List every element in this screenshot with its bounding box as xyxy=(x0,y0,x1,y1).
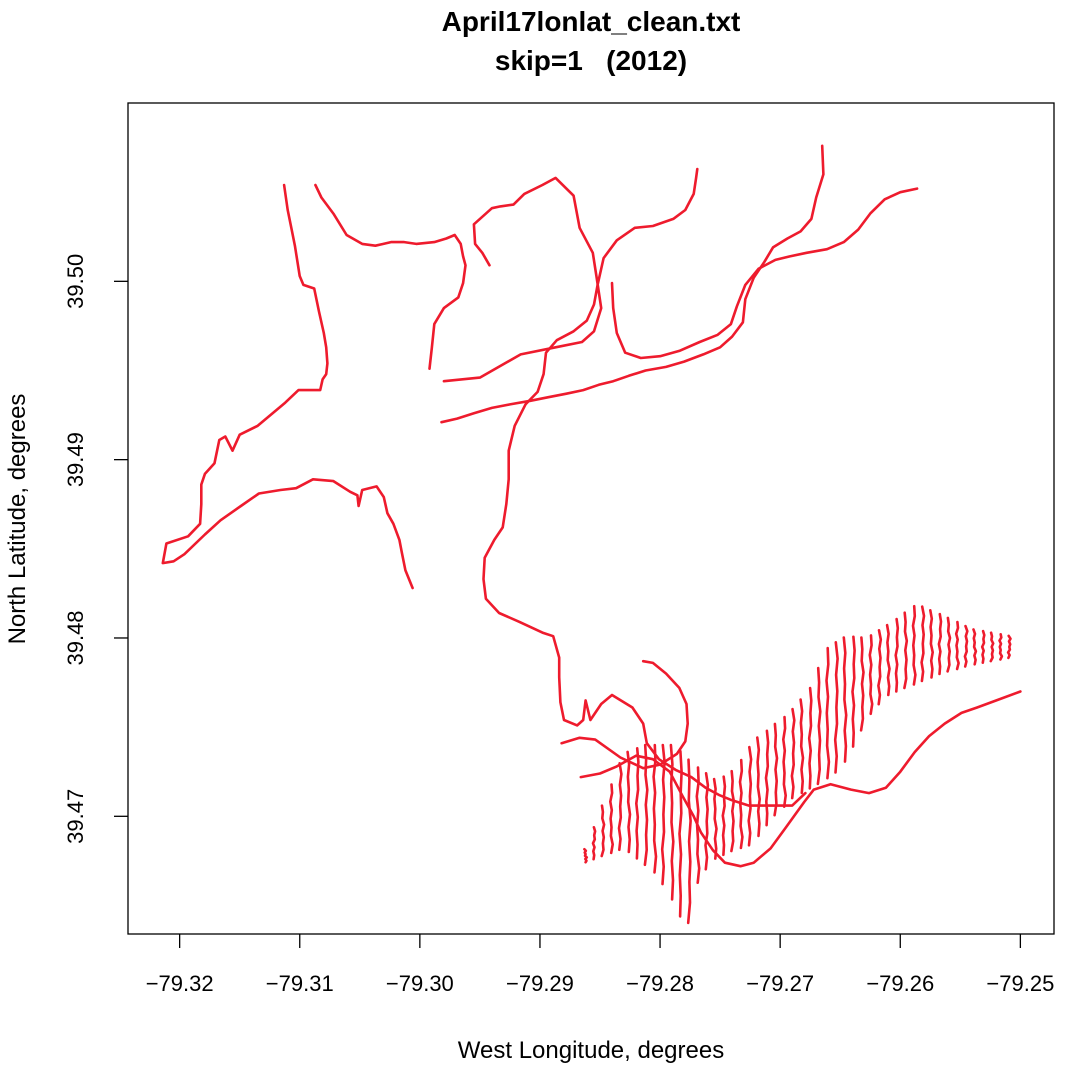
track-line-6 xyxy=(610,187,919,360)
transect-line xyxy=(972,628,978,666)
transect-line xyxy=(859,636,865,732)
transect-line xyxy=(669,743,675,901)
y-tick-label: 39.47 xyxy=(63,789,88,844)
transect-line xyxy=(626,750,632,854)
x-tick-label: −79.27 xyxy=(746,971,814,996)
transect-line xyxy=(738,758,744,850)
transect-line xyxy=(609,783,614,855)
transect-line xyxy=(799,698,805,795)
y-tick-label: 39.48 xyxy=(63,610,88,665)
transect-line xyxy=(782,715,787,808)
transect-line xyxy=(591,826,597,861)
track-line-4 xyxy=(482,167,807,807)
transect-line xyxy=(660,743,666,886)
track-line-5 xyxy=(440,144,825,424)
transect-line xyxy=(868,634,874,716)
transect-line xyxy=(652,743,658,874)
transect-line xyxy=(980,629,986,664)
y-axis-label: North Latitude, degrees xyxy=(4,394,31,645)
plot-frame xyxy=(127,102,1055,935)
transect-line xyxy=(583,847,589,864)
transect-line xyxy=(816,666,822,786)
track-line-3 xyxy=(442,176,603,383)
y-axis: 39.47 39.48 39.49 39.50 xyxy=(63,254,128,844)
transect-line xyxy=(790,707,796,800)
x-axis-label: West Longitude, degrees xyxy=(458,1037,724,1064)
transect-line xyxy=(721,775,727,857)
transect-line xyxy=(712,777,718,860)
x-tick-label: −79.32 xyxy=(146,971,214,996)
track-line-2 xyxy=(314,183,467,370)
x-tick-label: −79.30 xyxy=(386,971,454,996)
y-tick-label: 39.50 xyxy=(63,254,88,309)
transect-line xyxy=(885,623,891,697)
transect-line xyxy=(937,612,943,676)
track-line-7 xyxy=(560,659,689,770)
transect-line xyxy=(998,633,1004,661)
transect-line xyxy=(695,766,701,884)
transect-line xyxy=(963,624,969,668)
x-tick-label: −79.31 xyxy=(266,971,334,996)
transect-line xyxy=(833,641,839,774)
chart-title: April17lonlat_clean.txt xyxy=(442,6,741,37)
track-line-1 xyxy=(161,183,414,590)
transect-line xyxy=(678,749,683,918)
x-tick-label: −79.25 xyxy=(986,971,1054,996)
transect-line xyxy=(635,747,640,860)
transect-line xyxy=(903,611,909,690)
transect-line xyxy=(1006,634,1012,660)
transect-line xyxy=(600,804,606,858)
transect-line xyxy=(954,620,960,671)
transect-line xyxy=(773,722,779,817)
chart-subtitle: skip=1 (2012) xyxy=(495,45,687,76)
transect-line xyxy=(764,729,770,827)
transect-line xyxy=(643,743,649,867)
transect-line xyxy=(877,629,883,706)
transect-line xyxy=(756,736,761,838)
transect-line xyxy=(946,616,952,673)
transect-line xyxy=(617,762,623,852)
transect-line xyxy=(920,605,926,683)
transect-line xyxy=(989,631,995,663)
transect-line xyxy=(929,609,934,679)
y-tick-label: 39.49 xyxy=(63,432,88,487)
transect-line xyxy=(825,646,831,780)
x-axis: −79.32 −79.31 −79.30 −79.29 −79.28 −79.27 −79.… xyxy=(146,934,1054,996)
transect-line xyxy=(851,635,856,748)
x-tick-label: −79.28 xyxy=(626,971,694,996)
transect-line xyxy=(894,617,900,693)
track-lines xyxy=(161,144,1022,868)
survey-transects xyxy=(583,604,1012,925)
x-tick-label: −79.29 xyxy=(506,971,574,996)
transect-line xyxy=(747,745,753,847)
transect-line xyxy=(704,772,710,871)
transect-line xyxy=(686,758,692,925)
transect-line xyxy=(730,769,736,853)
transect-line xyxy=(807,686,813,790)
transect-line xyxy=(911,604,917,686)
x-tick-label: −79.26 xyxy=(866,971,934,996)
transect-line xyxy=(842,636,848,763)
